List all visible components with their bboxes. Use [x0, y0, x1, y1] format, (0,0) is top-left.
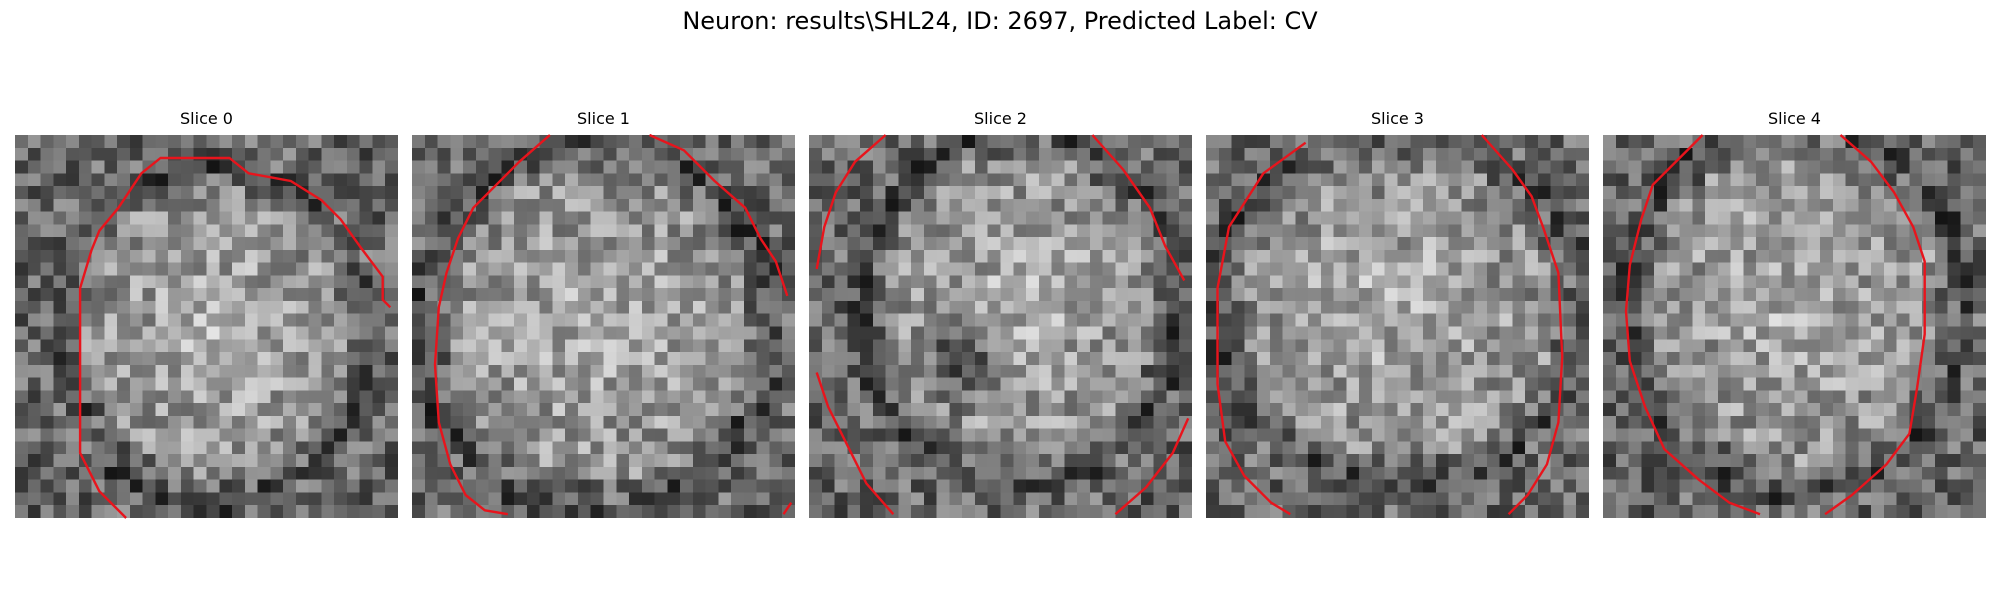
contour-line	[1216, 141, 1307, 516]
contour-line	[1480, 134, 1564, 516]
contour-line	[78, 156, 392, 519]
slice-image	[15, 135, 398, 518]
slice-panel-2: Slice 2	[809, 108, 1192, 518]
slice-contour	[1216, 134, 1564, 516]
slice-title: Slice 4	[1768, 109, 1821, 128]
slice-image	[1603, 135, 1986, 518]
slice-contour	[815, 134, 1190, 516]
figure-title: Neuron: results\SHL24, ID: 2697, Predict…	[682, 7, 1318, 35]
slice-image-frame	[1206, 134, 1589, 518]
contour-line	[815, 134, 887, 270]
contour-line	[649, 133, 789, 297]
slice-image-frame	[15, 135, 398, 519]
slice-image-frame	[412, 133, 795, 518]
contour-line	[782, 502, 793, 515]
contour-line	[1114, 417, 1190, 516]
slice-panel-1: Slice 1	[412, 108, 795, 518]
slice-title: Slice 0	[180, 109, 233, 128]
contour-line	[815, 372, 895, 515]
slice-image	[1206, 135, 1589, 518]
slice-title: Slice 1	[577, 109, 630, 128]
slice-title: Slice 2	[974, 109, 1027, 128]
contour-line	[433, 134, 551, 516]
slice-image	[809, 135, 1192, 518]
slice-title: Slice 3	[1371, 109, 1424, 128]
contour-line	[1824, 134, 1926, 516]
contour-line	[1624, 134, 1761, 516]
slice-contour	[433, 133, 793, 516]
slice-image-frame	[1603, 134, 1986, 518]
slice-panel-0: Slice 0	[15, 108, 398, 519]
slice-contour	[78, 156, 392, 519]
slice-panel-3: Slice 3	[1206, 108, 1589, 518]
contour-line	[1091, 134, 1186, 282]
slice-panel-4: Slice 4	[1603, 108, 1986, 518]
slice-contour	[1624, 134, 1926, 516]
slice-image	[412, 135, 795, 518]
slice-image-frame	[809, 134, 1192, 518]
